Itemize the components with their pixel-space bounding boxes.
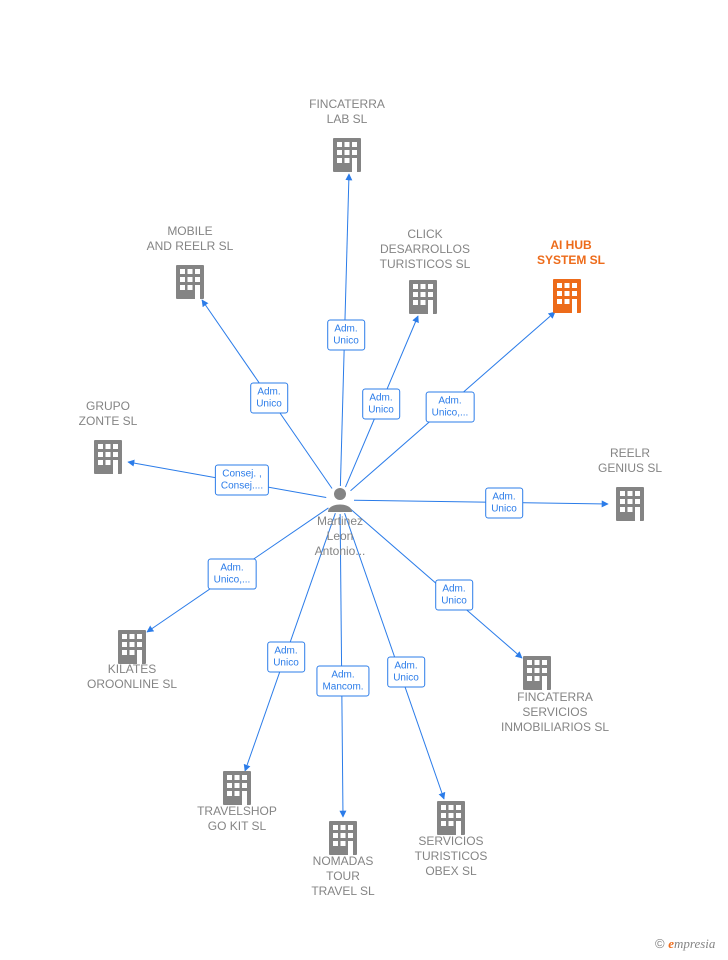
edge-label: Adm.Unico xyxy=(485,488,523,519)
network-canvas xyxy=(0,0,728,960)
company-icon[interactable] xyxy=(409,280,437,314)
company-label[interactable]: CLICKDESARROLLOSTURISTICOS SL xyxy=(355,227,495,272)
copyright-symbol: © xyxy=(655,936,665,951)
company-icon[interactable] xyxy=(118,630,146,664)
edge-label: Adm.Unico xyxy=(267,642,305,673)
company-label[interactable]: GRUPOZONTE SL xyxy=(38,399,178,429)
company-icon[interactable] xyxy=(333,138,361,172)
company-label[interactable]: KILATESOROONLINE SL xyxy=(62,662,202,692)
company-label[interactable]: FINCATERRASERVICIOSINMOBILIARIOS SL xyxy=(485,690,625,735)
edge xyxy=(354,500,608,504)
edge-label: Adm.Unico xyxy=(387,657,425,688)
edge-label: Adm.Unico,... xyxy=(208,559,257,590)
company-label[interactable]: REELRGENIUS SL xyxy=(560,446,700,476)
company-icon[interactable] xyxy=(329,821,357,855)
company-icon[interactable] xyxy=(553,279,581,313)
copyright: © empresia xyxy=(655,936,715,952)
company-icon[interactable] xyxy=(616,487,644,521)
edge-label: Adm.Mancom. xyxy=(316,666,369,697)
edge-label: Adm.Unico xyxy=(250,383,288,414)
person-label[interactable]: MartinezLeonAntonio... xyxy=(295,514,385,559)
company-label[interactable]: SERVICIOSTURISTICOSOBEX SL xyxy=(381,834,521,879)
company-icon[interactable] xyxy=(523,656,551,690)
company-label[interactable]: TRAVELSHOPGO KIT SL xyxy=(167,804,307,834)
edge-label: Consej. ,Consej.... xyxy=(215,465,269,496)
brand-rest: mpresia xyxy=(674,936,715,951)
edge-label: Adm.Unico xyxy=(435,580,473,611)
company-icon[interactable] xyxy=(176,265,204,299)
edge-label: Adm.Unico xyxy=(362,389,400,420)
company-icon[interactable] xyxy=(437,801,465,835)
company-label[interactable]: MOBILEAND REELR SL xyxy=(120,224,260,254)
person-icon[interactable] xyxy=(328,488,352,512)
edge-label: Adm.Unico xyxy=(327,320,365,351)
company-label[interactable]: FINCATERRALAB SL xyxy=(277,97,417,127)
company-icon[interactable] xyxy=(223,771,251,805)
company-label[interactable]: AI HUBSYSTEM SL xyxy=(501,238,641,268)
company-icon[interactable] xyxy=(94,440,122,474)
edge-label: Adm.Unico,... xyxy=(426,392,475,423)
